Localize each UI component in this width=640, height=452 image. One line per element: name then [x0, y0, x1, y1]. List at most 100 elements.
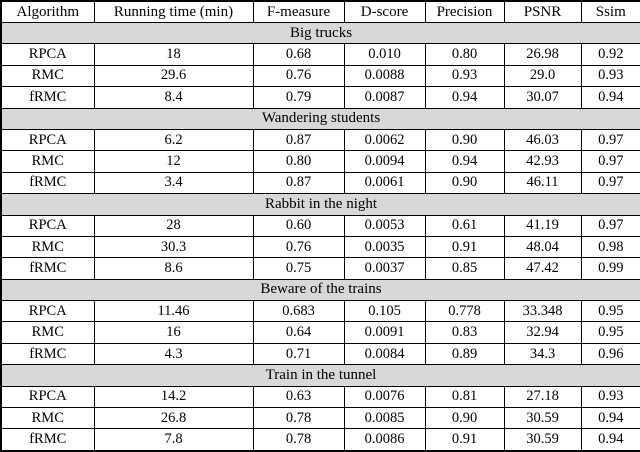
value-cell: 0.68 [252, 43, 345, 66]
section-header-row: Rabbit in the night [0, 193, 640, 216]
value-cell: 4.3 [93, 342, 254, 366]
value-cell: 0.76 [252, 235, 345, 259]
data-row: RPCA 6.2 0.87 0.0062 0.90 46.03 0.97 [0, 128, 640, 152]
value-cell: 0.010 [343, 43, 426, 66]
value-cell: 26.8 [93, 407, 254, 430]
value-cell: 0.97 [580, 150, 640, 173]
value-cell: 6.2 [93, 128, 254, 152]
algorithm-cell: fRMC [0, 257, 95, 280]
data-row: RMC 30.3 0.76 0.0035 0.91 48.04 0.98 [0, 235, 640, 259]
algorithm-cell: RMC [0, 64, 95, 88]
value-cell: 0.92 [580, 43, 640, 66]
section-header-row: Train in the tunnel [0, 364, 640, 387]
data-row: RPCA 11.46 0.683 0.105 0.778 33.348 0.95 [0, 300, 640, 323]
column-header-running-time: Running time (min) [93, 0, 254, 23]
section-header-row: Wandering students [0, 107, 640, 130]
value-cell: 0.75 [252, 257, 345, 280]
value-cell: 0.0088 [343, 64, 426, 88]
header-row: Algorithm Running time (min) F-measure D… [0, 0, 640, 23]
algorithm-cell: fRMC [0, 428, 95, 452]
algorithm-cell: RPCA [0, 214, 95, 237]
value-cell: 0.76 [252, 64, 345, 88]
value-cell: 0.89 [424, 342, 505, 366]
value-cell: 46.03 [503, 128, 582, 152]
section-title: Beware of the trains [0, 278, 640, 302]
data-row: fRMC 8.4 0.79 0.0087 0.94 30.07 0.94 [0, 86, 640, 109]
algorithm-cell: RMC [0, 407, 95, 430]
value-cell: 0.71 [252, 342, 345, 366]
value-cell: 0.93 [424, 64, 505, 88]
value-cell: 46.11 [503, 171, 582, 195]
value-cell: 0.90 [424, 128, 505, 152]
value-cell: 0.0061 [343, 171, 426, 195]
value-cell: 30.59 [503, 407, 582, 430]
value-cell: 0.97 [580, 214, 640, 237]
value-cell: 0.0076 [343, 385, 426, 409]
value-cell: 7.8 [93, 428, 254, 452]
data-row: fRMC 8.6 0.75 0.0037 0.85 47.42 0.99 [0, 257, 640, 280]
value-cell: 48.04 [503, 235, 582, 259]
value-cell: 18 [93, 43, 254, 66]
value-cell: 0.61 [424, 214, 505, 237]
value-cell: 0.94 [424, 150, 505, 173]
section-title: Big trucks [0, 21, 640, 45]
value-cell: 0.83 [424, 321, 505, 344]
data-row: RPCA 28 0.60 0.0053 0.61 41.19 0.97 [0, 214, 640, 237]
value-cell: 12 [93, 150, 254, 173]
value-cell: 0.0084 [343, 342, 426, 366]
value-cell: 0.93 [580, 64, 640, 88]
value-cell: 0.81 [424, 385, 505, 409]
value-cell: 28 [93, 214, 254, 237]
value-cell: 27.18 [503, 385, 582, 409]
value-cell: 0.80 [424, 43, 505, 66]
value-cell: 8.6 [93, 257, 254, 280]
value-cell: 0.94 [580, 86, 640, 109]
value-cell: 0.91 [424, 428, 505, 452]
value-cell: 0.0087 [343, 86, 426, 109]
value-cell: 0.97 [580, 171, 640, 195]
algorithm-cell: RMC [0, 235, 95, 259]
value-cell: 0.60 [252, 214, 345, 237]
value-cell: 26.98 [503, 43, 582, 66]
algorithm-cell: RMC [0, 150, 95, 173]
value-cell: 0.97 [580, 128, 640, 152]
column-header-d-score: D-score [343, 0, 426, 23]
value-cell: 0.93 [580, 385, 640, 409]
data-row: RMC 16 0.64 0.0091 0.83 32.94 0.95 [0, 321, 640, 344]
value-cell: 32.94 [503, 321, 582, 344]
value-cell: 0.683 [252, 300, 345, 323]
value-cell: 34.3 [503, 342, 582, 366]
section-title: Wandering students [0, 107, 640, 130]
value-cell: 0.0094 [343, 150, 426, 173]
value-cell: 0.78 [252, 407, 345, 430]
algorithm-cell: fRMC [0, 86, 95, 109]
value-cell: 3.4 [93, 171, 254, 195]
section-header-row: Big trucks [0, 21, 640, 45]
value-cell: 0.0053 [343, 214, 426, 237]
algorithm-cell: RPCA [0, 128, 95, 152]
value-cell: 0.87 [252, 128, 345, 152]
value-cell: 0.0091 [343, 321, 426, 344]
value-cell: 0.96 [580, 342, 640, 366]
value-cell: 0.90 [424, 171, 505, 195]
algorithm-cell: RPCA [0, 385, 95, 409]
algorithm-cell: fRMC [0, 342, 95, 366]
section-title: Train in the tunnel [0, 364, 640, 387]
section-header-row: Beware of the trains [0, 278, 640, 302]
data-row: RMC 29.6 0.76 0.0088 0.93 29.0 0.93 [0, 64, 640, 88]
value-cell: 41.19 [503, 214, 582, 237]
value-cell: 0.99 [580, 257, 640, 280]
algorithm-cell: RPCA [0, 43, 95, 66]
value-cell: 0.80 [252, 150, 345, 173]
column-header-f-measure: F-measure [252, 0, 345, 23]
value-cell: 0.78 [252, 428, 345, 452]
value-cell: 0.778 [424, 300, 505, 323]
value-cell: 0.79 [252, 86, 345, 109]
value-cell: 0.94 [580, 428, 640, 452]
value-cell: 0.90 [424, 407, 505, 430]
value-cell: 0.98 [580, 235, 640, 259]
algorithm-cell: RMC [0, 321, 95, 344]
section-title: Rabbit in the night [0, 193, 640, 216]
value-cell: 0.0085 [343, 407, 426, 430]
